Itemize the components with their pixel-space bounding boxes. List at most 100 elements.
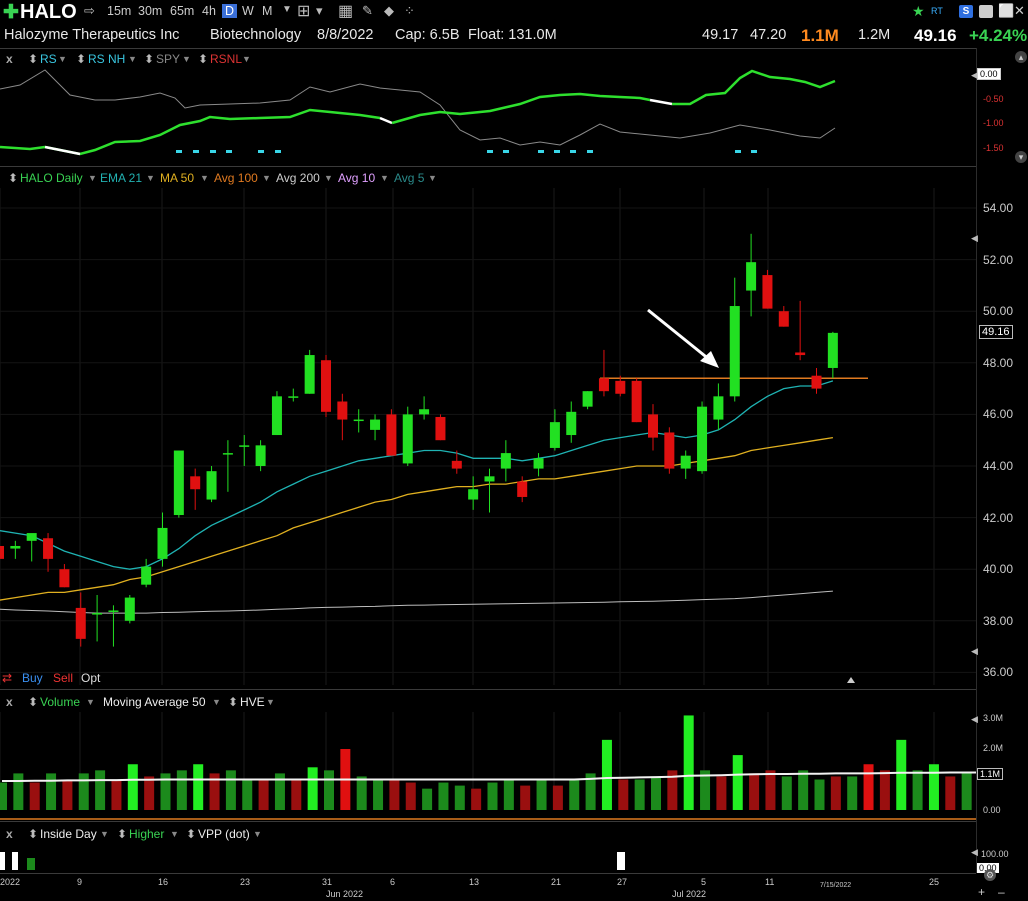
legend-avg200[interactable]: Avg 200 xyxy=(276,171,320,185)
legend-ma50[interactable]: MA 50 xyxy=(160,171,195,185)
timeframe-15m[interactable]: 15m xyxy=(107,4,132,18)
legend-avg5[interactable]: Avg 5 xyxy=(394,171,425,185)
chevron-down-icon[interactable]: ▼ xyxy=(242,54,251,64)
volume-bar xyxy=(160,773,171,810)
timeframe-30m[interactable]: 30m xyxy=(138,4,163,18)
rt-label[interactable]: RT xyxy=(931,6,943,16)
buy-button[interactable]: Buy xyxy=(22,671,43,685)
candle-body xyxy=(370,419,381,430)
rs-nh-dot xyxy=(226,150,232,153)
scroll-down-icon[interactable]: ▾ xyxy=(1015,151,1027,163)
price-tick: 46.00 xyxy=(983,407,1014,422)
sort-icon[interactable]: ⬍ xyxy=(144,52,155,66)
zoom-in-icon[interactable]: + xyxy=(978,885,986,899)
timeframe-weekly[interactable]: W xyxy=(242,4,254,18)
chevron-down-icon[interactable]: ▼ xyxy=(428,173,437,183)
ema21-line xyxy=(0,380,834,570)
chevron-down-icon[interactable]: ▼ xyxy=(58,54,67,64)
x-tick: 13 xyxy=(469,877,480,887)
volume-bar xyxy=(961,773,972,810)
s-button[interactable]: S xyxy=(959,5,973,18)
sort-icon[interactable]: ⬍ xyxy=(8,171,19,185)
high-value: 49.17 xyxy=(702,27,739,43)
legend-rs-nh[interactable]: RS NH xyxy=(88,52,126,66)
chevron-down-icon[interactable]: ▼ xyxy=(200,173,209,183)
chevron-down-icon[interactable]: ▼ xyxy=(380,173,389,183)
options-button[interactable]: Opt xyxy=(81,671,101,685)
close-pane-icon[interactable]: x xyxy=(6,52,13,66)
timeframe-65m[interactable]: 65m xyxy=(170,4,195,18)
legend-rs[interactable]: RS xyxy=(40,52,57,66)
candle-body xyxy=(108,610,119,612)
window-icon[interactable] xyxy=(979,5,993,18)
legend-avg100[interactable]: Avg 100 xyxy=(214,171,258,185)
chevron-down-icon[interactable]: ▼ xyxy=(182,54,191,64)
x-tick: 6 xyxy=(390,877,396,887)
settings-icon[interactable]: ⚙ xyxy=(984,869,996,881)
chevron-down-icon[interactable]: ▼ xyxy=(253,829,262,839)
share-icon[interactable]: ⁘ xyxy=(404,3,415,18)
legend-vpp[interactable]: VPP (dot) xyxy=(198,827,250,841)
timeframe-dropdown-icon[interactable]: ▼ xyxy=(282,4,292,15)
zoom-out-icon[interactable]: – xyxy=(998,885,1005,899)
x-axis[interactable]: 2022 9 16 23 31 6 13 21 27 5 11 25 Jun 2… xyxy=(0,873,976,901)
pencil-icon[interactable]: ✎ xyxy=(362,3,373,18)
timeframe-daily[interactable]: D xyxy=(222,4,238,18)
chevron-down-icon[interactable]: ▼ xyxy=(146,173,155,183)
sort-icon[interactable]: ⬍ xyxy=(28,695,39,709)
eraser-icon[interactable]: ◆ xyxy=(384,3,394,18)
rs-nh-dots xyxy=(176,150,757,153)
candle-body xyxy=(239,445,250,447)
legend-hve[interactable]: HVE xyxy=(240,695,265,709)
legend-ema21[interactable]: EMA 21 xyxy=(100,171,143,185)
chevron-down-icon[interactable]: ▼ xyxy=(128,54,137,64)
legend-rsnl[interactable]: RSNL xyxy=(210,52,243,66)
sort-icon[interactable]: ⬍ xyxy=(117,827,128,841)
chevron-down-icon[interactable]: ▼ xyxy=(324,173,333,183)
resize-icon[interactable]: ⬜ xyxy=(998,3,1015,18)
star-icon[interactable]: ★ xyxy=(912,3,925,19)
chevron-down-icon[interactable]: ▼ xyxy=(212,697,221,707)
legend-avg10[interactable]: Avg 10 xyxy=(338,171,376,185)
chevron-down-icon[interactable]: ▼ xyxy=(266,697,275,707)
candle-body xyxy=(615,380,626,394)
sort-icon[interactable]: ⬍ xyxy=(76,52,87,66)
sort-icon[interactable]: ⬍ xyxy=(28,827,39,841)
chevron-down-icon[interactable]: ▼ xyxy=(100,829,109,839)
rs-nh-dot xyxy=(587,150,593,153)
timeframe-4h[interactable]: 4h xyxy=(202,4,216,18)
sort-icon[interactable]: ⬍ xyxy=(198,52,209,66)
chevron-down-icon[interactable]: ▼ xyxy=(86,697,95,707)
chevron-down-icon[interactable]: ▾ xyxy=(316,3,323,18)
legend-ma50-volume[interactable]: Moving Average 50 xyxy=(103,695,206,709)
order-icon[interactable]: ⇄ xyxy=(2,671,13,685)
close-pane-icon[interactable]: x xyxy=(6,695,13,709)
arrow-icon[interactable]: ⇨ xyxy=(84,3,95,18)
volume-bar xyxy=(438,782,449,810)
x-axis-corner: ⚙ + – xyxy=(976,869,1028,901)
chevron-down-icon[interactable]: ▼ xyxy=(88,173,97,183)
sell-button[interactable]: Sell xyxy=(53,671,74,685)
close-icon[interactable]: ✕ xyxy=(1014,3,1025,18)
avg-volume-value: 1.2M xyxy=(858,27,891,43)
chevron-down-icon[interactable]: ▼ xyxy=(170,829,179,839)
chevron-down-icon[interactable]: ▼ xyxy=(262,173,271,183)
scroll-up-icon[interactable]: ▴ xyxy=(1015,51,1027,63)
price-axis[interactable]: ◀ ◀ 49.16 36.00 38.00 40.00 42.00 44.00 46.00… xyxy=(971,166,1028,689)
symbol-label[interactable]: HALO xyxy=(20,1,77,23)
legend-volume[interactable]: Volume xyxy=(40,695,81,709)
legend-inside-day[interactable]: Inside Day xyxy=(40,827,97,841)
legend-halo-daily[interactable]: HALO Daily xyxy=(20,171,83,185)
legend-spy[interactable]: SPY xyxy=(156,52,181,66)
legend-higher[interactable]: Higher xyxy=(129,827,165,841)
calculator-icon[interactable]: ▦ xyxy=(338,3,354,20)
timeframe-monthly[interactable]: M xyxy=(262,4,273,18)
close-pane-icon[interactable]: x xyxy=(6,827,13,841)
candle-icon[interactable]: ⊞ xyxy=(297,3,311,20)
volume-bar xyxy=(667,770,678,810)
add-symbol-icon[interactable]: ✚ xyxy=(3,2,19,23)
sort-icon[interactable]: ⬍ xyxy=(186,827,197,841)
sort-icon[interactable]: ⬍ xyxy=(28,52,39,66)
sort-icon[interactable]: ⬍ xyxy=(228,695,239,709)
